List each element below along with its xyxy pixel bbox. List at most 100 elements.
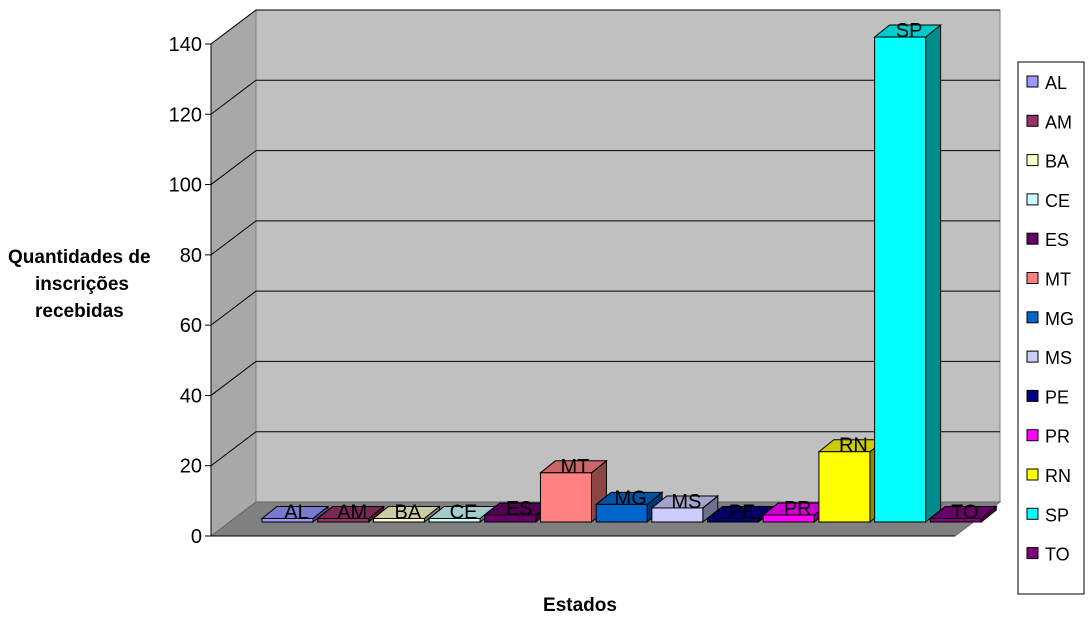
bar-front [372,517,425,523]
y-axis-title-line-3: recebidas [35,301,124,322]
legend-swatch [1026,193,1039,206]
bar-front [929,517,982,523]
bar-front [484,514,537,523]
y-tick-label: 40 [180,385,202,407]
legend-item-pe: PE [1026,387,1069,407]
legend-item-ce: CE [1026,191,1070,211]
bar-label-ms: MS [671,491,701,513]
legend-swatch [1026,429,1039,442]
legend-label: MG [1045,309,1074,329]
bar-label-am: AM [337,501,367,523]
legend-swatch [1026,350,1039,363]
bar-front [818,451,871,523]
bars [260,23,998,524]
legend-swatch [1026,507,1039,520]
legend-label: MS [1045,348,1072,368]
legend-swatch [1026,547,1039,560]
legend-label: AL [1045,73,1067,93]
legend-label: BA [1045,152,1069,172]
bar-al [260,505,330,524]
gridline [210,290,1000,326]
legend: AL AM BA CE ES MT MG MS PE PR RN SP TO [1017,61,1085,595]
y-tick-label: 0 [191,526,202,548]
legend-label: TO [1045,545,1070,565]
legend-swatch [1026,272,1039,284]
legend-item-sp: SP [1026,505,1069,525]
gridline [210,150,1000,185]
bar-front [317,517,370,523]
side-wall [210,8,257,538]
legend-item-es: ES [1026,230,1069,250]
y-axis-title-line-2: inscrições [35,274,129,295]
legend-item-rn: RN [1026,466,1071,486]
legend-label: AM [1045,112,1072,132]
bar-ba [371,505,441,524]
legend-item-pr: PR [1026,427,1070,447]
x-axis-title: Estados [543,595,617,616]
legend-label: ES [1045,230,1069,250]
bar-side [925,23,942,524]
legend-item-al: AL [1026,73,1067,93]
bar-label-ba: BA [395,501,422,523]
bar-label-mt: MT [561,456,590,478]
y-tick-label: 60 [180,315,202,337]
legend-swatch [1026,311,1039,324]
legend-label: MT [1045,270,1071,290]
bar-label-pe: PE [729,501,756,523]
bar-front [651,507,704,523]
y-tick-label: 100 [169,175,202,197]
bar-label-pr: PR [784,498,812,520]
y-tick-label: 140 [169,34,202,56]
legend-item-ba: BA [1026,152,1069,172]
bar-mg [594,491,664,524]
legend-box [1017,61,1085,595]
legend-swatch [1026,154,1039,167]
gridline [210,220,1000,256]
legend-label: SP [1045,505,1069,525]
bar-front [874,36,927,523]
bar-label-sp: SP [896,20,923,42]
bar-es [483,501,553,524]
y-tick-label: 80 [180,245,202,267]
gridlines [210,9,1000,467]
bar-label-es: ES [506,498,533,520]
legend-swatch [1026,232,1039,245]
bar-labels: AL AM BA CE ES MT MG MS PE PR RN SP TO [284,20,978,523]
bar-label-mg: MG [615,487,647,509]
legend-item-mg: MG [1026,309,1074,329]
y-tick-label: 120 [169,104,202,126]
bar-front [539,472,592,523]
legend-label: CE [1045,191,1070,211]
y-axis-title-line-1: Quantidades de [8,247,151,268]
y-tick-label: 20 [180,456,202,478]
bar-front [762,514,815,523]
bar-front [261,517,314,523]
legend-label: RN [1045,466,1071,486]
bar-label-ce: CE [450,501,478,523]
bar-label-rn: RN [839,435,868,457]
legend-item-am: AM [1026,112,1072,132]
bar-front [707,517,760,523]
gridline [210,9,1000,45]
value-axis: 0 20 40 60 80 100 120 140 [169,34,955,548]
gridline [210,360,1000,396]
legend-swatch [1026,468,1039,481]
y-axis-title: Quantidades de inscrições recebidas [8,244,198,325]
legend-label: PE [1045,387,1069,407]
legend-label: PR [1045,427,1070,447]
bar-label-to: TO [951,501,978,523]
legend-item-ms: MS [1026,348,1072,368]
legend-item-to: TO [1026,545,1070,565]
gridline [210,431,1000,467]
bar-front [595,503,648,523]
bar-to [928,505,998,524]
legend-swatch [1026,75,1039,88]
bar-front [428,517,481,523]
legend-item-mt: MT [1026,270,1071,290]
legend-swatch [1026,389,1039,402]
bar-label-al: AL [284,501,308,523]
legend-swatch [1026,114,1039,127]
gridline [210,79,1000,115]
bar-sp [873,23,943,524]
